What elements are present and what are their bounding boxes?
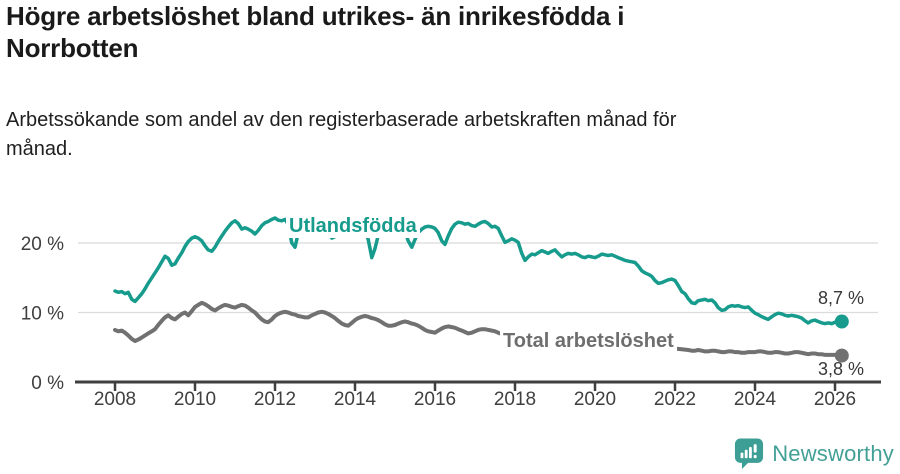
svg-text:2024: 2024 [734,389,777,410]
svg-text:2012: 2012 [254,389,296,410]
svg-text:2016: 2016 [414,389,456,410]
page-subtitle: Arbetssökande som andel av den registerb… [6,109,677,160]
series-label-total-arbetsloshet: Total arbetslöshet [500,330,677,353]
newsworthy-logo-text: Newsworthy [772,440,894,466]
svg-text:0 %: 0 % [31,373,64,394]
svg-text:20 %: 20 % [21,234,64,255]
end-value-label-total: 3,8 % [817,359,865,379]
svg-text:2010: 2010 [174,389,216,410]
newsworthy-logo[interactable]: Newsworthy [734,437,894,470]
svg-text:10 %: 10 % [21,304,64,325]
series-label-utlandsfodda: Utlandsfödda [286,215,420,238]
newsworthy-bubble-barchart-icon [734,437,764,470]
svg-text:2018: 2018 [494,389,536,410]
page-title: Högre arbetslöshet bland utrikes- än inr… [6,1,625,63]
svg-text:2014: 2014 [334,389,377,410]
end-value-label-utlandsfodda: 8,7 % [817,288,865,308]
svg-text:2022: 2022 [654,389,696,410]
svg-text:2008: 2008 [94,389,136,410]
svg-text:2026: 2026 [814,389,856,410]
svg-text:2020: 2020 [574,389,616,410]
